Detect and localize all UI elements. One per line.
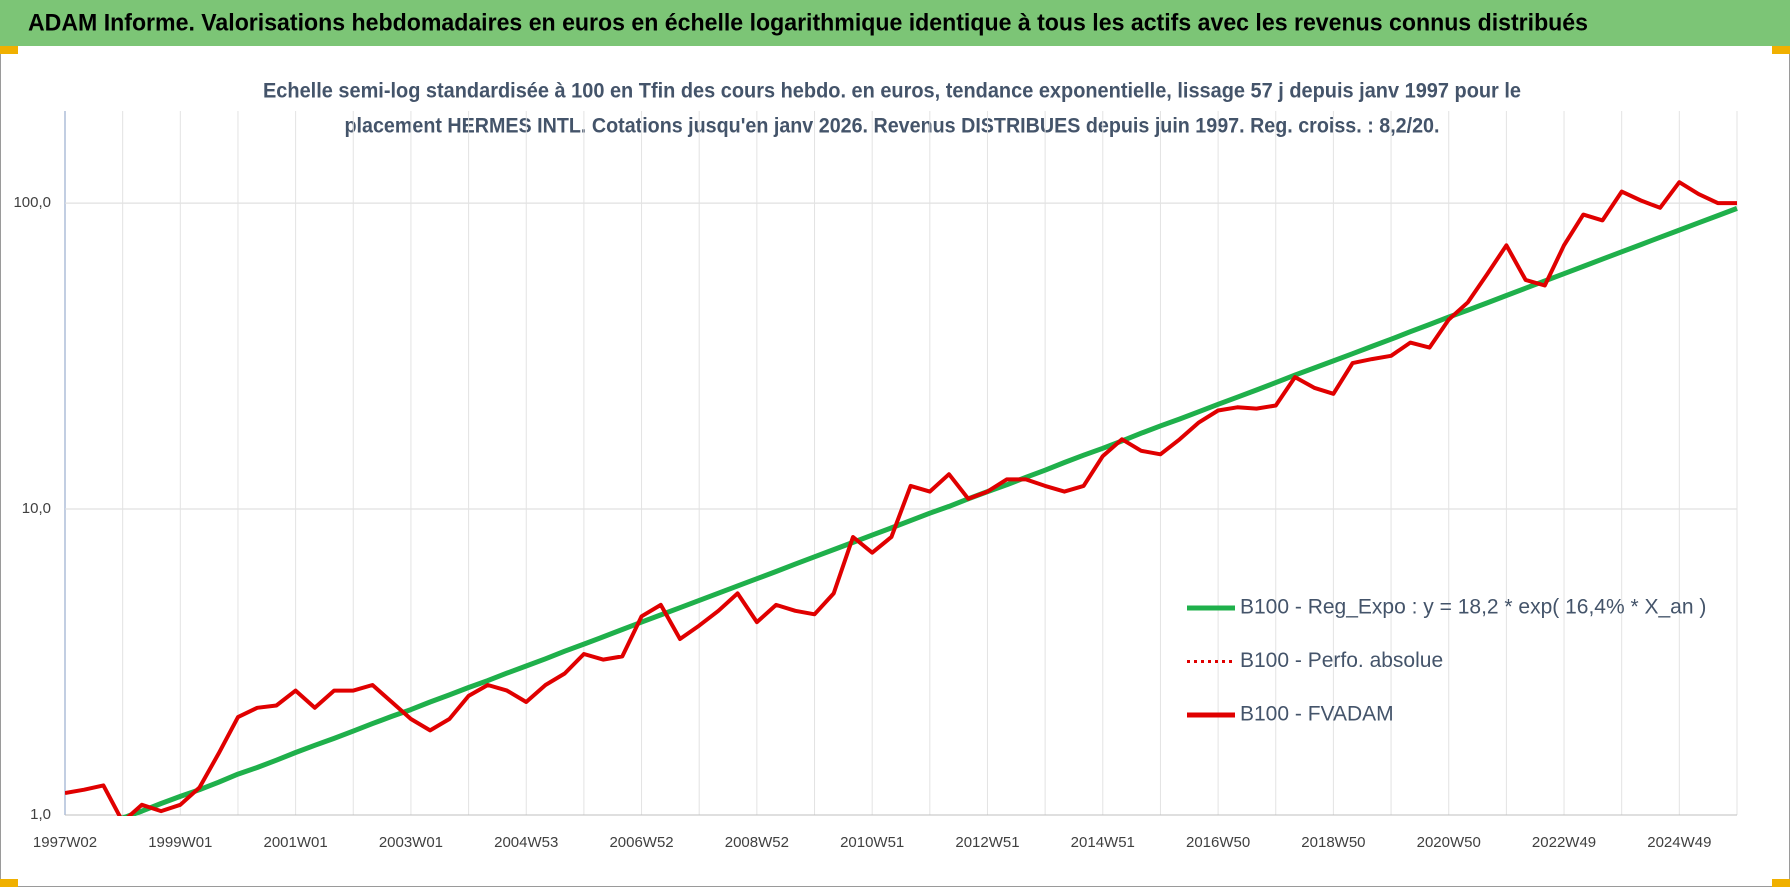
- legend-label: B100 - FVADAM: [1240, 703, 1394, 726]
- y-tick-label: 10,0: [22, 500, 51, 517]
- x-tick-label: 2024W49: [1647, 834, 1711, 851]
- x-tick-label: 2008W52: [725, 834, 789, 851]
- x-tick-label: 1999W01: [148, 834, 212, 851]
- x-tick-label: 1997W02: [33, 834, 97, 851]
- corner-mark: [0, 46, 18, 54]
- x-tick-label: 2001W01: [264, 834, 328, 851]
- plot-area: [65, 180, 1738, 816]
- x-tick-label: 2020W50: [1417, 834, 1481, 851]
- legend-label: B100 - Reg_Expo : y = 18,2 * exp( 16,4% …: [1240, 596, 1706, 619]
- corner-mark: [1772, 879, 1790, 887]
- x-tick-label: 2012W51: [955, 834, 1019, 851]
- x-tick-label: 2006W52: [609, 834, 673, 851]
- x-tick-label: 2003W01: [379, 834, 443, 851]
- x-tick-label: 2010W51: [840, 834, 904, 851]
- chart-title: Echelle semi-log standardisée à 100 en T…: [263, 80, 1521, 103]
- x-tick-label: 2014W51: [1071, 834, 1135, 851]
- header-title: ADAM Informe. Valorisations hebdomadaire…: [28, 9, 1588, 36]
- x-tick-label: 2018W50: [1301, 834, 1365, 851]
- legend-label: B100 - Perfo. absolue: [1240, 649, 1443, 672]
- grid: [64, 111, 1738, 816]
- y-tick-label: 1,0: [30, 806, 51, 823]
- y-tick-label: 100,0: [13, 194, 51, 211]
- x-tick-label: 2022W49: [1532, 834, 1596, 851]
- chart-title: placement HERMES INTL. Cotations jusqu'e…: [345, 115, 1440, 138]
- series-line: [65, 180, 1737, 816]
- corner-mark: [0, 879, 18, 887]
- x-tick-label: 2016W50: [1186, 834, 1250, 851]
- x-tick-label: 2004W53: [494, 834, 558, 851]
- corner-mark: [1772, 46, 1790, 54]
- header-band: [0, 0, 1790, 46]
